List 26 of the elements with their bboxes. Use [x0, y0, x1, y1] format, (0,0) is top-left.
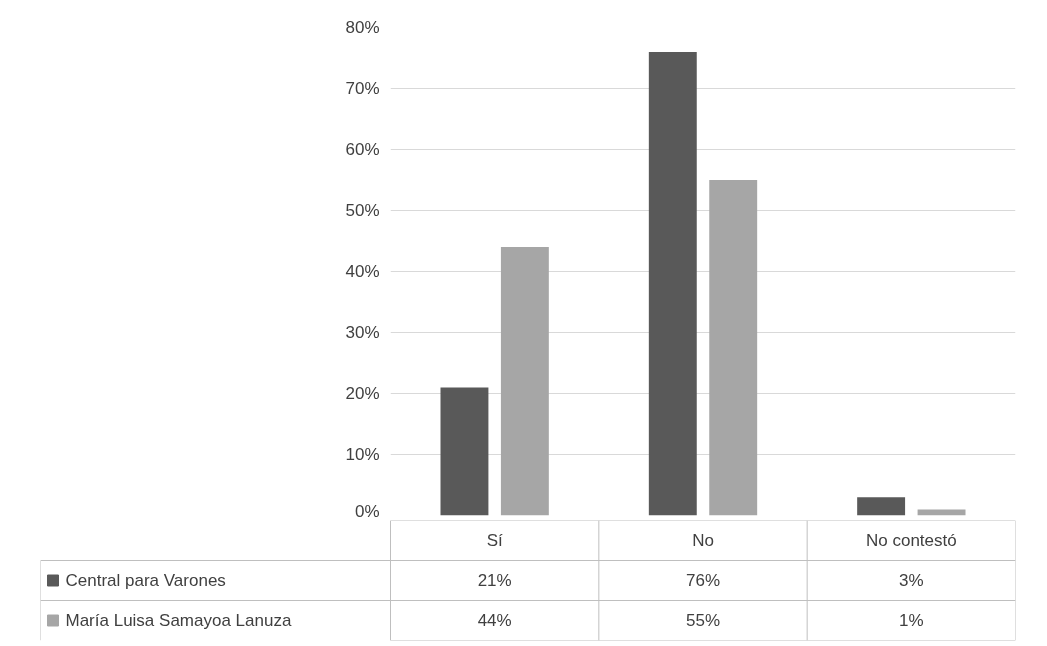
bar	[857, 497, 906, 516]
y-tick-label: 10%	[345, 445, 380, 464]
data-label: 1%	[899, 611, 924, 630]
x-tick-label: No contestó	[865, 531, 957, 550]
y-tick-label: 60%	[345, 140, 380, 159]
data-label: 76%	[685, 571, 721, 590]
bar	[709, 180, 758, 516]
y-tick-label: 20%	[345, 384, 380, 403]
bar	[648, 51, 697, 516]
legend-label: María Luisa Samayoa Lanuza	[65, 611, 292, 630]
x-tick-label: Sí	[486, 531, 503, 550]
y-tick-label: 0%	[354, 501, 380, 521]
data-label: 3%	[899, 571, 924, 590]
bar	[917, 509, 966, 516]
y-tick-label: 40%	[345, 262, 380, 281]
data-label: 21%	[477, 571, 512, 590]
bar	[440, 387, 489, 516]
y-tick-label: 70%	[345, 79, 380, 98]
data-label: 55%	[685, 611, 721, 630]
x-tick-label: No	[692, 531, 714, 550]
data-label: 44%	[477, 611, 512, 630]
y-tick-label: 50%	[345, 201, 380, 220]
legend-label: Central para Varones	[65, 571, 226, 590]
y-tick-label: 30%	[345, 323, 380, 342]
y-tick-label: 80%	[345, 18, 380, 37]
bar	[500, 247, 549, 516]
